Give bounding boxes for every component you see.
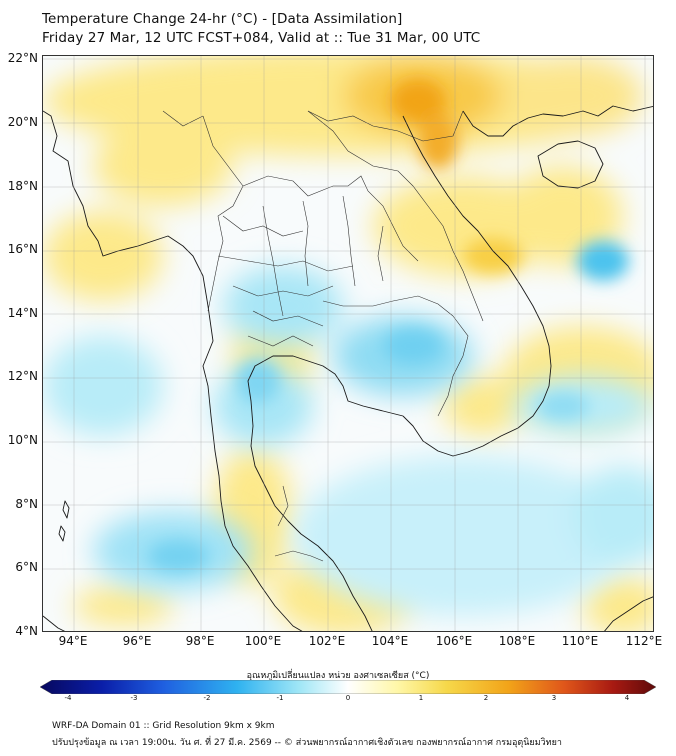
lon-label-104e: 104°E bbox=[371, 634, 409, 648]
lon-label-98e: 98°E bbox=[185, 634, 215, 648]
colorbar-title: อุณหภูมิเปลี่ยนแปลง หน่วย องศาเซลเซียส (… bbox=[246, 671, 430, 681]
graticule bbox=[43, 56, 653, 631]
title-line-1: Temperature Change 24-hr (°C) - [Data As… bbox=[42, 11, 403, 27]
colorbar-tick: -1 bbox=[276, 694, 284, 702]
lat-label-16n: 16°N bbox=[7, 242, 38, 256]
country-border-layer bbox=[162, 110, 484, 562]
map-title: Temperature Change 24-hr (°C) - [Data As… bbox=[42, 10, 480, 48]
colorbar-tick: 1 bbox=[418, 694, 424, 702]
lon-label-96e: 96°E bbox=[122, 634, 152, 648]
colorbar bbox=[39, 679, 657, 695]
lon-label-100e: 100°E bbox=[244, 634, 282, 648]
map-canvas bbox=[43, 56, 653, 631]
lon-label-110e: 110°E bbox=[561, 634, 599, 648]
colorbar-fill bbox=[39, 679, 657, 695]
lat-label-8n: 8°N bbox=[15, 497, 38, 511]
lat-label-10n: 10°N bbox=[7, 433, 38, 447]
lon-label-106e: 106°E bbox=[435, 634, 473, 648]
cool-anomaly-layer bbox=[43, 266, 653, 616]
lat-label-22n: 22°N bbox=[7, 51, 38, 65]
lat-label-18n: 18°N bbox=[7, 179, 38, 193]
colorbar-tick: 3 bbox=[551, 694, 557, 702]
lon-label-94e: 94°E bbox=[58, 634, 88, 648]
lat-label-6n: 6°N bbox=[15, 560, 38, 574]
footer-domain-info: WRF-DA Domain 01 :: Grid Resolution 9km … bbox=[52, 721, 275, 731]
colorbar-tick: -4 bbox=[64, 694, 72, 702]
colorbar-tick: 2 bbox=[483, 694, 489, 702]
hot-anomaly-layer bbox=[390, 79, 523, 274]
footer-update-credit: ปรับปรุงข้อมูล ณ เวลา 19:00น. วัน ศ. ที่… bbox=[52, 738, 562, 748]
lon-label-108e: 108°E bbox=[498, 634, 536, 648]
lat-label-4n: 4°N bbox=[15, 624, 38, 638]
lon-label-102e: 102°E bbox=[308, 634, 346, 648]
colorbar-tick: -2 bbox=[203, 694, 211, 702]
lat-label-14n: 14°N bbox=[7, 306, 38, 320]
colorbar-tick: -3 bbox=[130, 694, 138, 702]
colorbar-tick: 4 bbox=[624, 694, 630, 702]
coastline-layer bbox=[43, 105, 653, 631]
lat-label-12n: 12°N bbox=[7, 369, 38, 383]
lat-label-20n: 20°N bbox=[7, 115, 38, 129]
temperature-change-map[interactable] bbox=[42, 55, 654, 632]
title-line-2: Friday 27 Mar, 12 UTC FCST+084, Valid at… bbox=[42, 30, 481, 46]
colorbar-tick: 0 bbox=[345, 694, 351, 702]
lon-label-112e: 112°E bbox=[625, 634, 663, 648]
